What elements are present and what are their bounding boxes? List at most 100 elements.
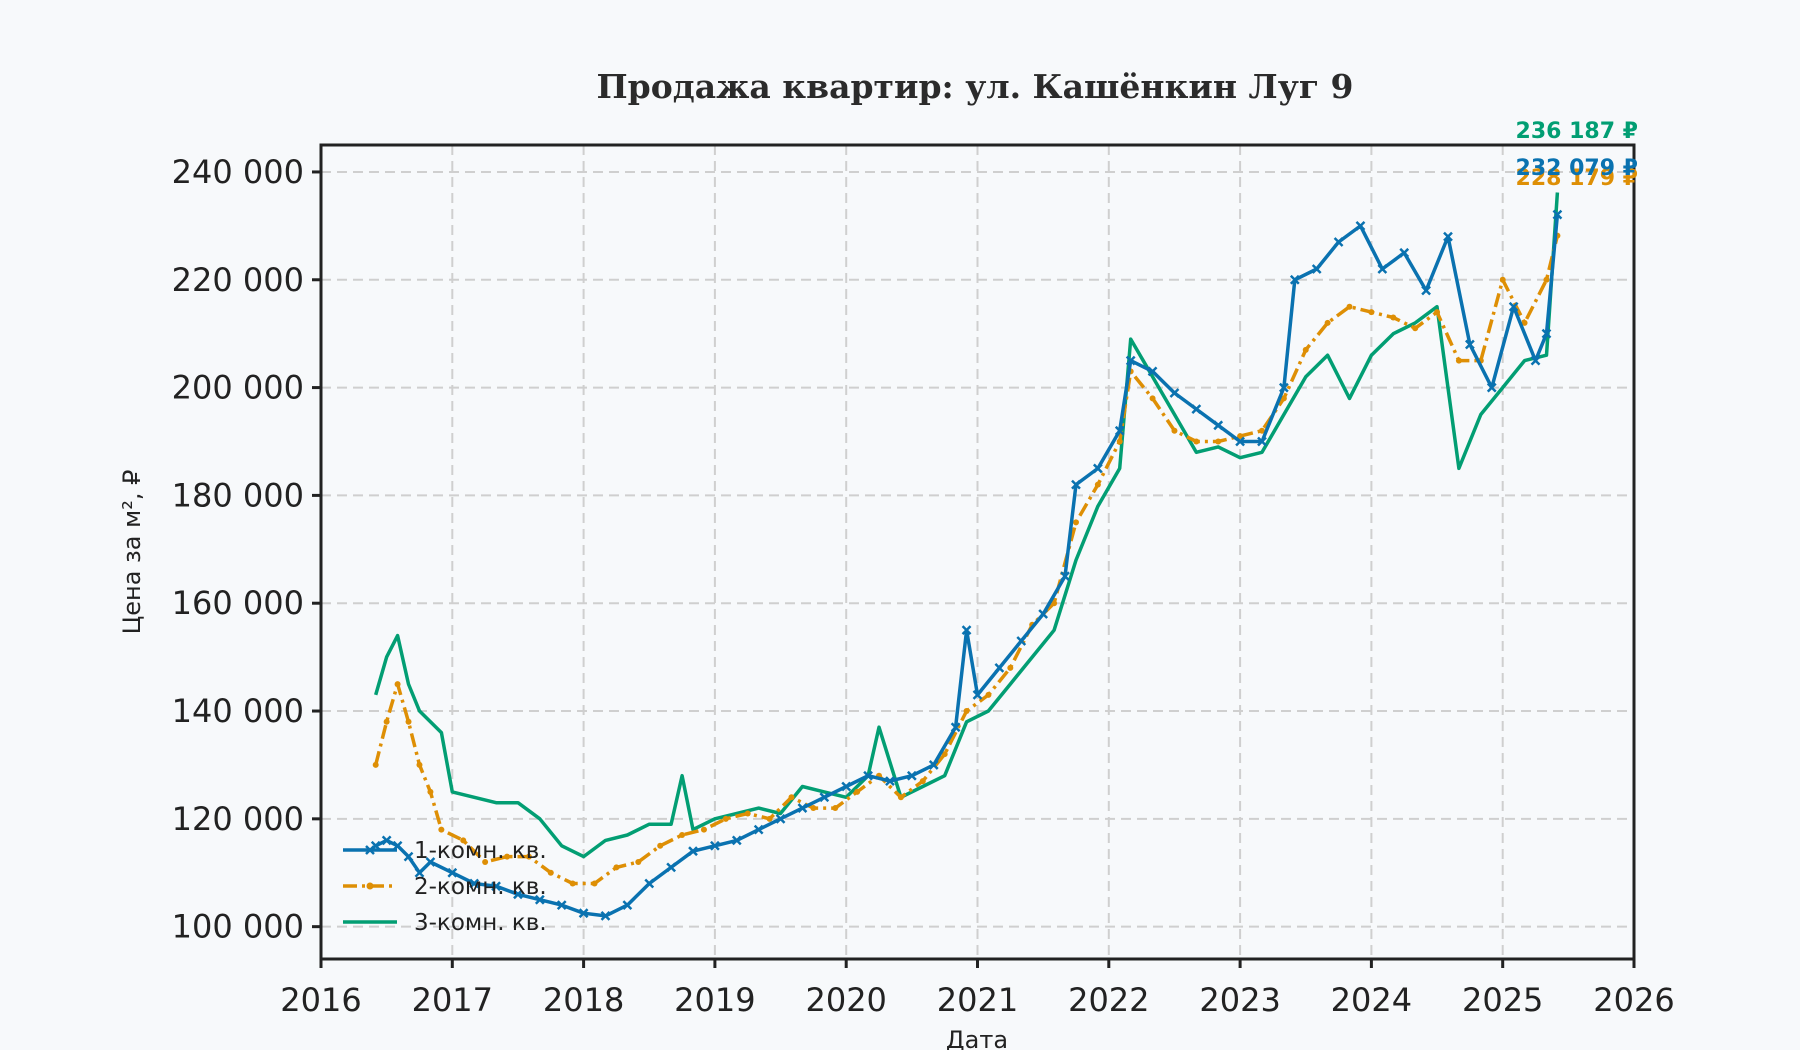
x-axis-label: Дата — [946, 1026, 1008, 1050]
y-tick-label: 120 000 — [172, 800, 304, 838]
series-2-marker — [547, 869, 554, 876]
series-1-marker — [1235, 436, 1245, 447]
series-1-marker — [425, 857, 436, 867]
series-2-marker — [1094, 481, 1101, 488]
series-1-marker — [578, 908, 589, 919]
series-2-marker — [1072, 519, 1079, 526]
series-2-marker — [1302, 346, 1309, 353]
series-2-marker — [766, 815, 773, 822]
series-1-marker — [1213, 420, 1224, 431]
end-label-1: 232 079 ₽ — [1516, 156, 1638, 181]
x-tick-label: 2017 — [412, 981, 493, 1019]
series-2-marker — [919, 778, 926, 785]
series-1-marker — [534, 894, 545, 905]
series-1-marker — [841, 781, 852, 792]
series-1-marker — [710, 840, 720, 851]
series-2-marker — [1346, 303, 1353, 310]
y-axis: 100 000 120 000 140 000 160 000 180 000 200 0… — [172, 153, 321, 946]
series-2-marker — [1324, 319, 1331, 326]
series-1-marker — [381, 835, 392, 846]
series-2-marker — [657, 842, 664, 849]
series-2-marker — [1215, 438, 1222, 445]
series-2-marker — [788, 794, 795, 801]
series-1-marker — [1530, 355, 1541, 366]
y-tick-label: 240 000 — [172, 153, 304, 191]
series-1-marker — [1147, 366, 1158, 377]
series-1-marker — [1541, 328, 1552, 339]
series-2-marker — [1543, 276, 1550, 283]
chart-title: Продажа квартир: ул. Кашёнкин Луг 9 — [596, 67, 1353, 106]
x-tick-label: 2024 — [1331, 981, 1412, 1019]
series-1-marker — [863, 770, 873, 781]
series-1-marker — [950, 722, 961, 733]
series-1-marker — [1464, 339, 1475, 350]
series-2-marker — [613, 864, 620, 871]
series-1-marker — [600, 910, 611, 921]
series-2-marker — [460, 837, 467, 844]
series-1-marker — [1169, 388, 1180, 398]
series-1-marker — [797, 803, 808, 813]
series-2-marker — [832, 805, 839, 812]
x-axis: 2016 2017 2018 2019 2020 2021 2022 2023 2024 2025… — [280, 959, 1675, 1019]
series-1-marker — [1333, 237, 1344, 247]
series-1-marker — [1016, 636, 1027, 646]
series-1-marker — [403, 851, 414, 862]
legend-label-3: 3-комн. кв. — [414, 910, 547, 936]
series-line-3 — [374, 192, 1560, 859]
series-1-marker — [731, 835, 742, 846]
series-line-1 — [374, 214, 1560, 918]
x-tick-label: 2026 — [1593, 981, 1674, 1019]
series-1-marker — [666, 862, 677, 873]
series-2-marker — [1390, 314, 1397, 321]
series-1-marker — [1257, 436, 1267, 447]
series-2-marker — [372, 761, 379, 768]
series-2-marker — [1116, 438, 1123, 445]
series-1-marker — [1125, 355, 1136, 366]
series-1-marker — [414, 867, 425, 878]
series-2-marker — [1258, 427, 1265, 434]
legend-marker-1 — [365, 845, 375, 855]
series-2-marker — [438, 826, 445, 833]
series-1-marker — [994, 663, 1005, 673]
series-2-marker — [810, 805, 817, 812]
x-tick-label: 2022 — [1068, 981, 1149, 1019]
series-2-marker — [963, 708, 970, 715]
series-1-marker — [885, 776, 895, 786]
x-tick-label: 2021 — [937, 981, 1018, 1019]
series-1-marker — [753, 824, 764, 835]
series-1-marker — [513, 889, 523, 900]
y-tick-label: 100 000 — [172, 908, 304, 946]
legend: 1-комн. кв. 2-комн. кв. 3-комн. кв. — [343, 838, 547, 936]
series-1-marker — [622, 900, 633, 910]
series-2-marker — [1149, 395, 1156, 402]
series-1-marker — [469, 878, 480, 889]
series-1-marker — [928, 760, 939, 770]
series-2-marker — [525, 853, 532, 860]
y-tick-label: 180 000 — [172, 476, 304, 514]
series-2-marker — [744, 810, 751, 817]
series-2-marker — [1455, 357, 1462, 364]
series-line-2 — [374, 235, 1560, 886]
legend-marker-2 — [366, 882, 374, 890]
x-tick-label: 2025 — [1462, 981, 1543, 1019]
series-2-marker — [394, 681, 401, 688]
series-1-marker — [1421, 285, 1431, 296]
series-2-marker — [635, 858, 642, 865]
x-tick-label: 2016 — [280, 981, 361, 1019]
series-2-marker — [1412, 325, 1419, 332]
series-1-marker — [1060, 571, 1070, 582]
series-2-marker — [427, 788, 434, 795]
series-2-marker — [1368, 309, 1375, 316]
y-tick-label: 200 000 — [172, 369, 304, 407]
series-1-marker — [1355, 220, 1366, 231]
series-2-marker — [1193, 438, 1200, 445]
series-1-marker — [491, 881, 501, 892]
y-tick-label: 220 000 — [172, 261, 304, 299]
series-2-marker — [1499, 276, 1506, 283]
series-1-marker — [775, 813, 786, 824]
series-1-marker — [1092, 463, 1103, 474]
end-label-3: 236 187 ₽ — [1516, 119, 1638, 144]
series-2-marker — [700, 826, 707, 833]
series-2-marker — [383, 718, 390, 725]
